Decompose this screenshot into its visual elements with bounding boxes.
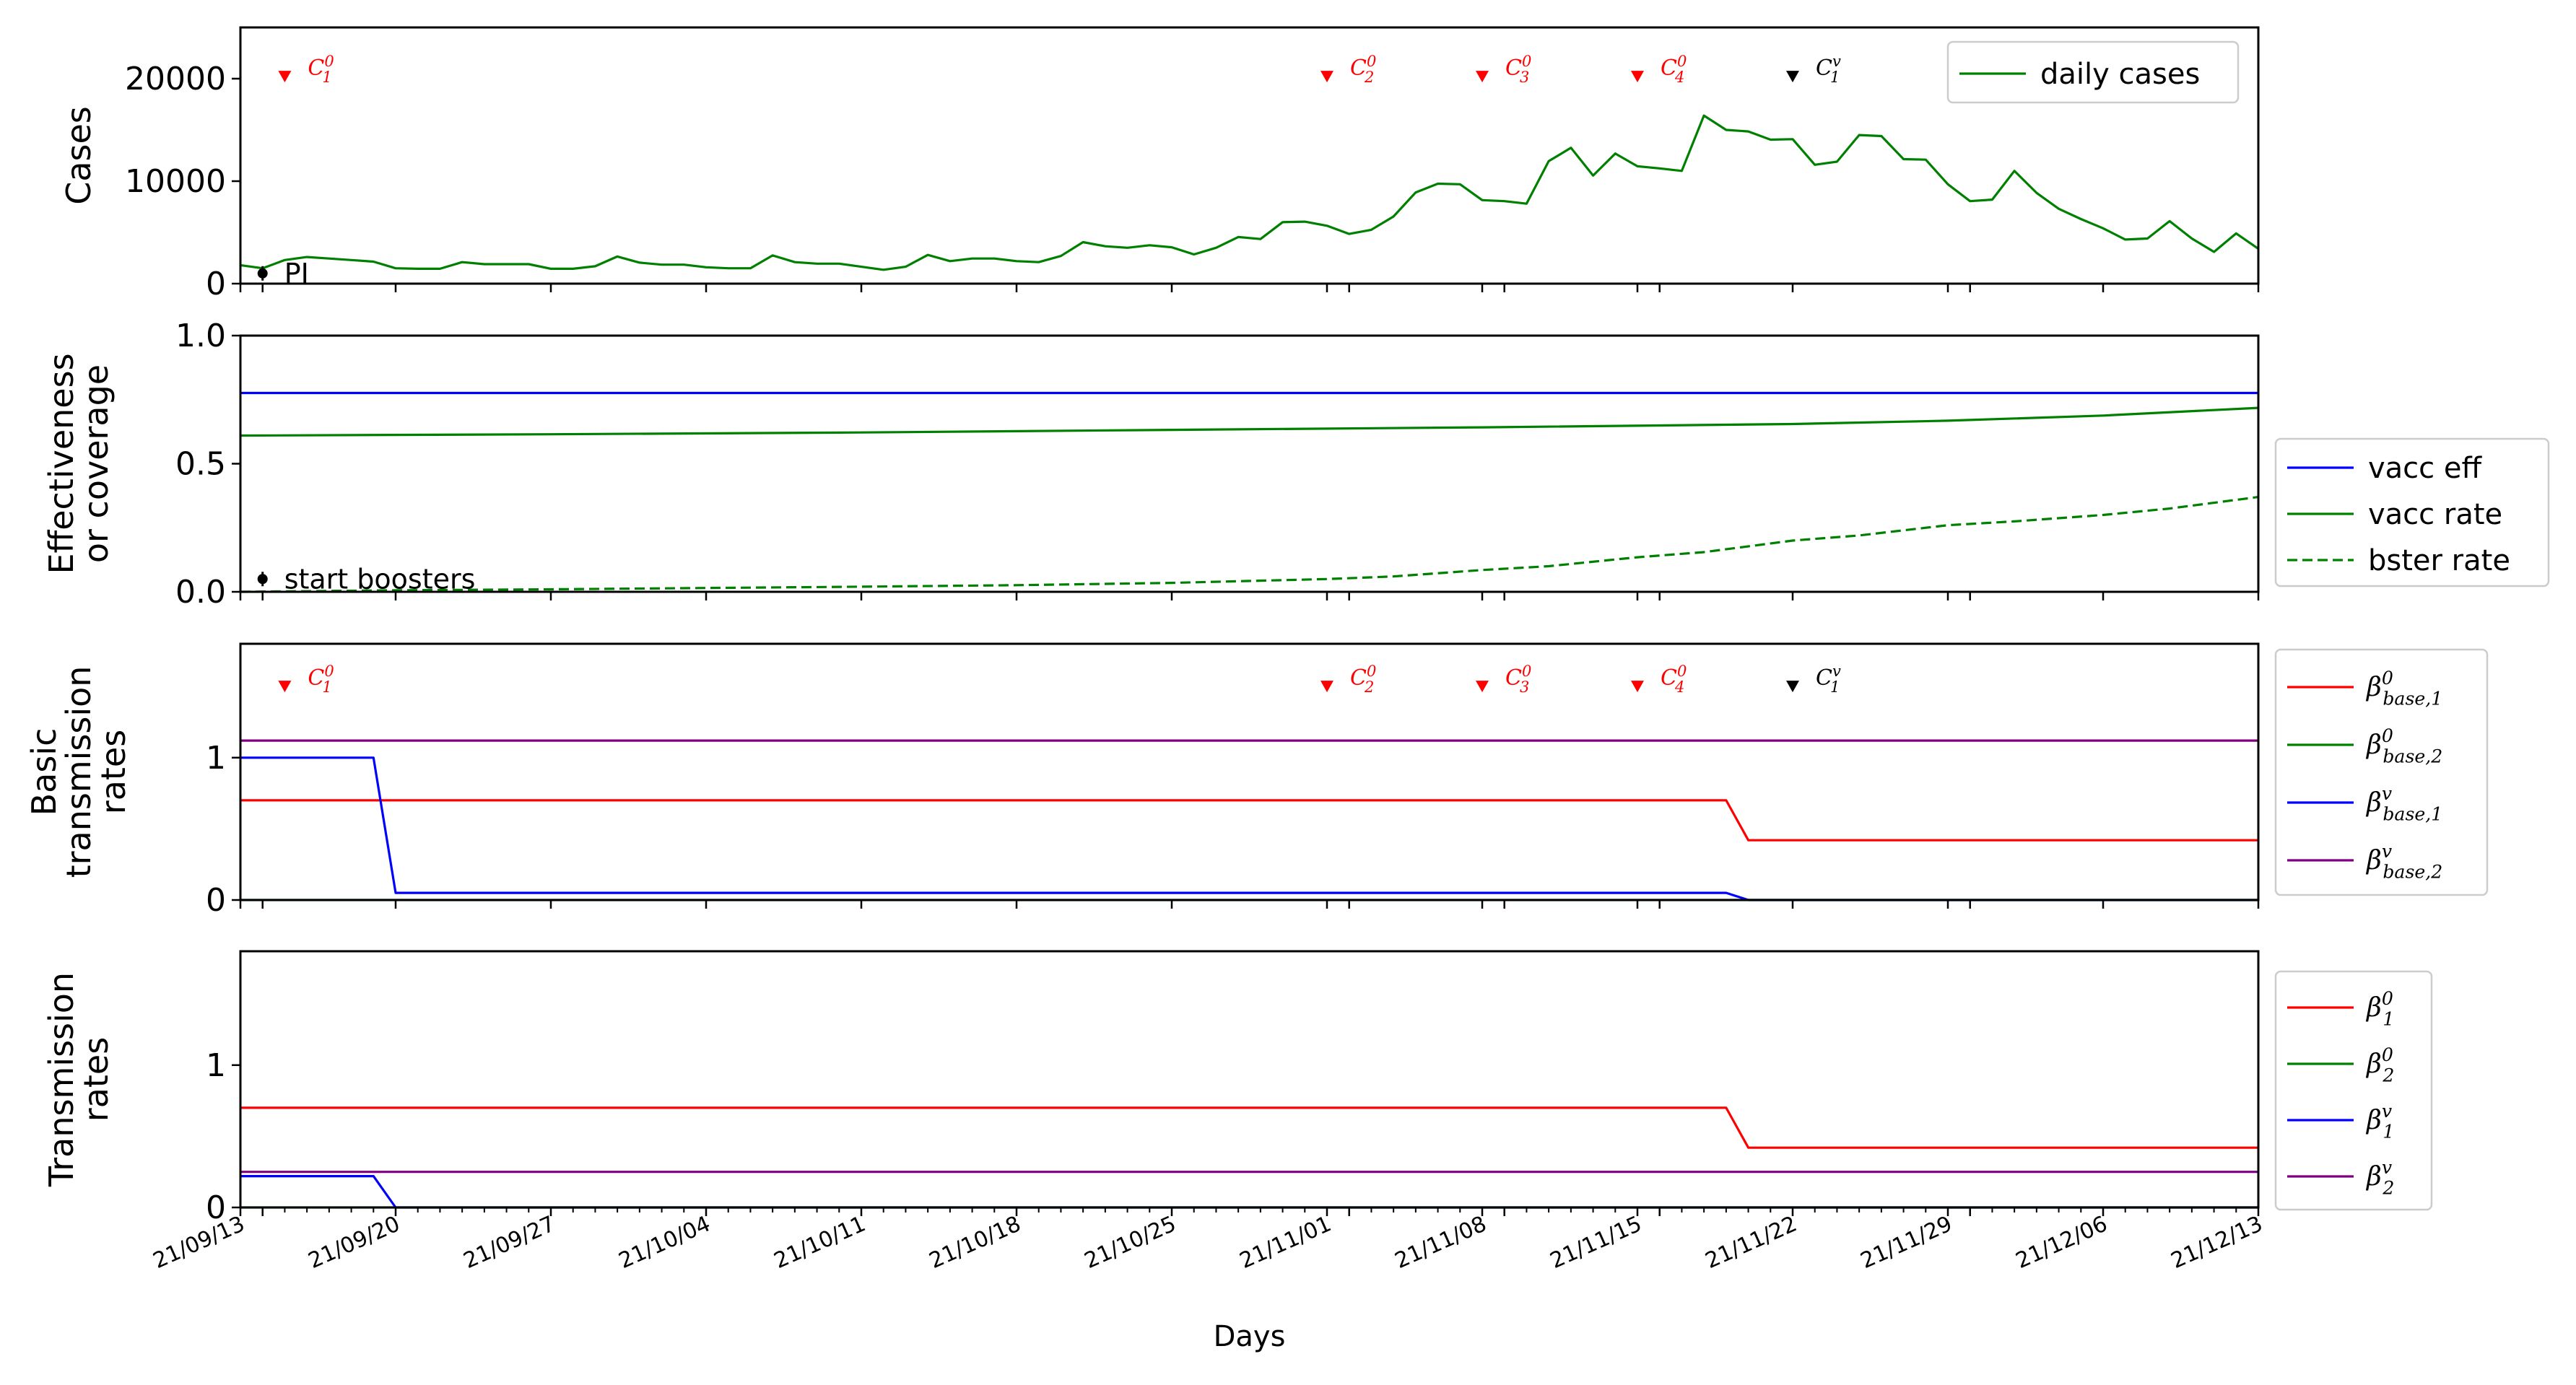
x-tick-label: 21/10/25	[1081, 1211, 1180, 1274]
event-marker	[1786, 71, 1799, 83]
x-tick-label: 21/12/13	[2167, 1211, 2266, 1274]
y-tick-label: 1	[206, 740, 226, 777]
y-tick-label: 0	[206, 882, 226, 919]
event-marker	[1786, 681, 1799, 693]
series-line	[240, 406, 2259, 437]
x-tick-label: 21/10/11	[770, 1211, 869, 1274]
marker-label: Cv 1	[1816, 663, 1841, 696]
y-tick-label: 20000	[125, 61, 226, 97]
y-axis-label: transmission	[59, 666, 98, 878]
x-tick-label: 21/11/08	[1391, 1211, 1490, 1274]
legend-label: β0 base,1	[2365, 668, 2442, 709]
x-tick-label: 21/11/29	[1857, 1211, 1956, 1274]
y-axis-label: Cases	[59, 106, 98, 205]
axes-frame	[239, 950, 2260, 1209]
series-line	[240, 799, 2258, 842]
legend-label: β0 1	[2365, 988, 2394, 1030]
event-marker	[1631, 71, 1644, 83]
y-axis-label: Transmission	[42, 972, 81, 1187]
legend-label: βv 1	[2365, 1101, 2394, 1142]
x-tick-label: 21/09/20	[305, 1211, 404, 1274]
y-axis-label: Effectiveness	[42, 353, 81, 574]
legend: daily cases	[1946, 40, 2240, 104]
errorbar-point	[257, 574, 268, 585]
legend-label: daily cases	[2040, 58, 2200, 91]
marker-label: C0 2	[1350, 53, 1376, 86]
axes-frame	[239, 26, 2260, 285]
marker-label: C0 4	[1661, 663, 1687, 696]
series-line	[240, 496, 2259, 593]
y-tick-label: 0.5	[175, 446, 226, 483]
x-axis-label: Days	[1214, 1320, 1286, 1353]
marker-label: C0 3	[1505, 53, 1531, 86]
y-tick-label: 10000	[125, 163, 226, 200]
series-line	[240, 1174, 2258, 1209]
legend: vacc eff vacc rate bster rate	[2274, 437, 2550, 587]
y-tick-label: 0	[206, 1189, 226, 1226]
y-tick-label: 1.0	[175, 318, 226, 354]
x-tick-label: 21/11/01	[1236, 1211, 1335, 1274]
event-marker	[1631, 681, 1644, 693]
y-axis-label: Basic	[25, 728, 64, 816]
event-marker	[1320, 71, 1333, 83]
series-line	[240, 114, 2259, 271]
legend-box	[2274, 970, 2433, 1211]
legend-label: βv base,2	[2365, 841, 2442, 883]
event-marker	[278, 681, 292, 693]
y-tick-label: 1	[206, 1047, 226, 1084]
legend-label: βv 2	[2365, 1157, 2394, 1199]
y-tick-label: 0.0	[175, 574, 226, 611]
legend-box	[1946, 40, 2240, 104]
series-line	[240, 1106, 2258, 1149]
y-tick-label: 0	[206, 266, 226, 302]
event-marker	[278, 71, 292, 83]
legend-label: βv base,1	[2365, 783, 2442, 825]
x-tick-label: 21/10/18	[926, 1211, 1024, 1274]
y-axis-label: rates	[94, 730, 133, 814]
x-tick-label: 21/11/15	[1546, 1211, 1645, 1274]
series-line	[240, 756, 2258, 901]
x-tick-label: 21/10/04	[615, 1211, 714, 1274]
marker-label: C0 1	[308, 53, 334, 86]
x-tick-label: 21/09/13	[149, 1211, 248, 1274]
axes-frame	[239, 334, 2260, 593]
x-tick-label: 21/09/27	[460, 1211, 559, 1274]
event-marker	[1476, 71, 1489, 83]
marker-label: Cv 1	[1816, 53, 1841, 86]
x-tick-label: 21/11/22	[1702, 1211, 1801, 1274]
legend: β0 1 β0 2 βv 1 βv 2	[2274, 970, 2433, 1211]
axes-frame	[239, 642, 2260, 901]
event-marker	[1320, 681, 1333, 693]
legend-label: β0 2	[2365, 1044, 2394, 1086]
legend-box	[2274, 437, 2550, 587]
errorbar-point	[257, 268, 268, 279]
y-axis-label: or coverage	[77, 364, 116, 563]
errorbar-label: start boosters	[284, 563, 476, 595]
event-marker	[1476, 681, 1489, 693]
legend-label: vacc eff	[2368, 452, 2482, 485]
marker-label: C0 1	[308, 663, 334, 696]
legend-label: bster rate	[2368, 544, 2510, 577]
legend-box	[2274, 648, 2489, 896]
y-axis-label: rates	[77, 1037, 116, 1122]
marker-label: C0 2	[1350, 663, 1376, 696]
legend: β0 base,1 β0 base,2 βv base,1 βv base,2	[2274, 648, 2489, 896]
x-tick-label: 21/12/06	[2012, 1211, 2111, 1274]
marker-label: C0 4	[1661, 53, 1687, 86]
legend-label: β0 base,2	[2365, 725, 2442, 767]
marker-label: C0 3	[1505, 663, 1531, 696]
legend-label: vacc rate	[2368, 498, 2502, 531]
